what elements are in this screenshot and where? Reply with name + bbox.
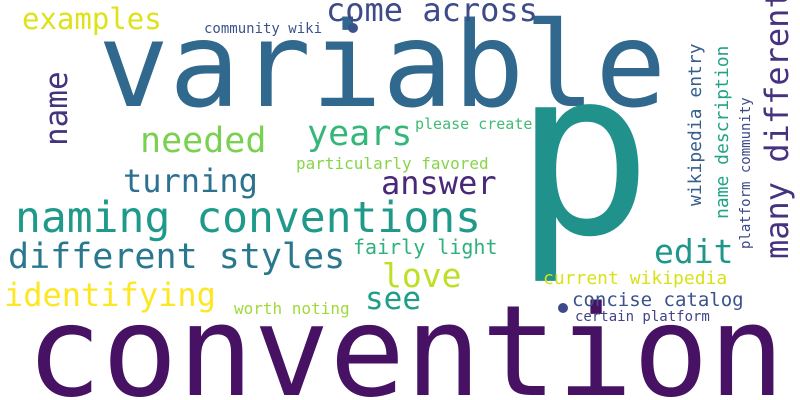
word-name: name [39,71,75,146]
word-needed: needed [140,121,267,161]
word-answer: answer [381,164,497,202]
word-variable: variable [98,0,667,134]
word-see: see [365,281,421,317]
word-p: p [514,21,653,288]
word-concise-catalog: concise catalog [572,289,744,311]
word-different-styles: different styles [8,237,346,277]
word-name-description: name description [712,45,733,219]
word-identifying: identifying [4,276,216,314]
word-please-create: please create [415,115,533,133]
dot-mark [348,23,358,33]
word-edit: edit [654,232,734,271]
word-fairly-light: fairly light [353,235,498,259]
word-worth-noting: worth noting [234,299,350,318]
dot-mark [558,303,568,313]
word-particularly-favored: particularly favored [296,154,489,173]
word-turning: turning [123,162,258,200]
word-come-across: come across [326,0,538,29]
word-years: years [307,114,413,154]
word-platform-community: platform community [738,97,754,249]
word-convention: convention [26,278,785,400]
word-community-wiki: community wiki [204,21,323,37]
word-wikipedia-entry: wikipedia entry [685,43,706,206]
word-love: love [382,256,462,295]
word-certain-platform: certain platform [575,309,710,325]
word-current-wikipedia: current wikipedia [543,268,728,289]
word-naming-conventions: naming conventions [15,193,481,243]
word-many-different: many different [758,0,796,259]
word-examples: examples [22,2,162,36]
